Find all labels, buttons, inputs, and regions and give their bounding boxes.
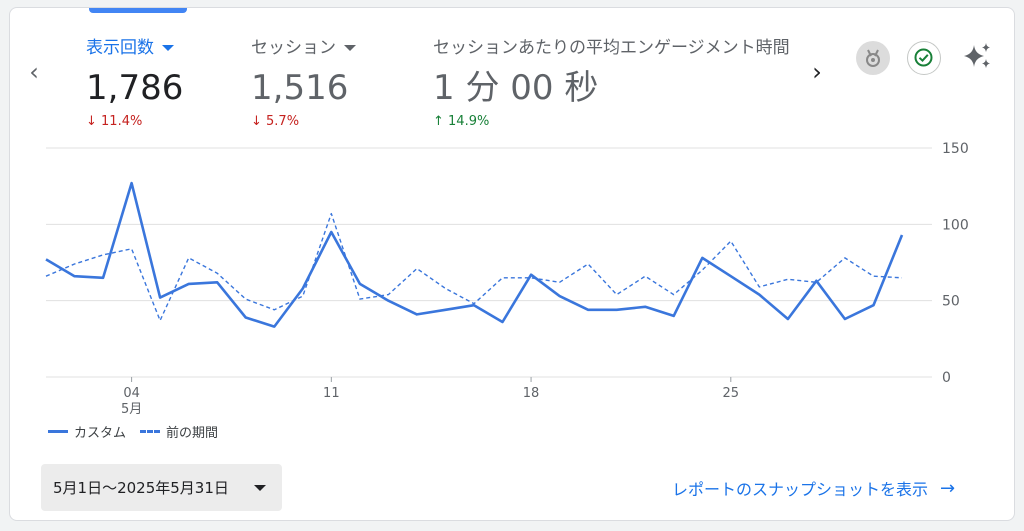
date-range-selector[interactable]: 5月1日〜2025年5月31日 <box>41 464 282 511</box>
metric-delta: ↑ 14.9% <box>433 114 490 129</box>
metric-delta: ↓ 5.7% <box>251 114 300 129</box>
y-tick-label: 100 <box>942 217 969 233</box>
report-link-label: レポートのスナップショットを表示 <box>672 480 929 499</box>
active-tab-indicator <box>89 8 187 13</box>
prev-metrics-button[interactable]: ‹ <box>29 58 39 86</box>
next-metrics-button[interactable]: › <box>812 58 822 86</box>
view-report-snapshot-link[interactable]: レポートのスナップショットを表示 → <box>672 476 955 500</box>
metric-label: セッションあたりの平均エンゲージメント時間 <box>433 38 790 58</box>
x-sub-label: 5月 <box>121 402 142 417</box>
legend-label-previous: 前の期間 <box>166 426 219 441</box>
chevron-down-icon[interactable] <box>254 485 266 491</box>
y-tick-label: 150 <box>942 141 969 157</box>
metric-value: 1 分 00 秒 <box>433 68 599 108</box>
legend-swatch-dashed <box>140 430 161 433</box>
metric-delta: ↓ 11.4% <box>86 114 143 129</box>
metric-impressions[interactable]: 表示回数 1,786 ↓ 11.4% <box>86 36 183 129</box>
arrow-right-icon: → <box>940 477 956 499</box>
metric-label: 表示回数 <box>86 38 154 58</box>
metric-sessions[interactable]: セッション 1,516 ↓ 5.7% <box>251 36 356 129</box>
x-tick-label: 18 <box>523 386 540 401</box>
chevron-down-icon[interactable] <box>344 45 356 51</box>
metric-value: 1,516 <box>251 68 349 108</box>
metric-value: 1,786 <box>86 68 184 108</box>
x-tick-label: 25 <box>723 386 740 401</box>
summary-card: ‹ 表示回数 1,786 ↓ 11.4% セッション 1,516 ↓ 5.7% … <box>9 7 1015 521</box>
x-tick-label: 11 <box>323 386 340 401</box>
legend-swatch-solid <box>48 430 68 433</box>
chevron-down-icon[interactable] <box>162 45 174 51</box>
sparkle-icon[interactable] <box>960 40 994 74</box>
chart-legend: カスタム 前の期間 <box>48 422 218 441</box>
metric-label: セッション <box>251 38 336 58</box>
series-line-current <box>45 181 904 328</box>
metric-engagement-time[interactable]: セッションあたりの平均エンゲージメント時間 1 分 00 秒 ↑ 14.9% <box>433 36 798 129</box>
date-range-label: 5月1日〜2025年5月31日 <box>53 479 229 497</box>
legend-label-current: カスタム <box>74 426 127 441</box>
medal-icon[interactable] <box>856 41 890 75</box>
x-tick-label: 04 <box>123 386 140 401</box>
check-circle-icon[interactable] <box>907 41 941 75</box>
y-tick-label: 50 <box>942 294 960 310</box>
y-tick-label: 0 <box>942 370 951 386</box>
